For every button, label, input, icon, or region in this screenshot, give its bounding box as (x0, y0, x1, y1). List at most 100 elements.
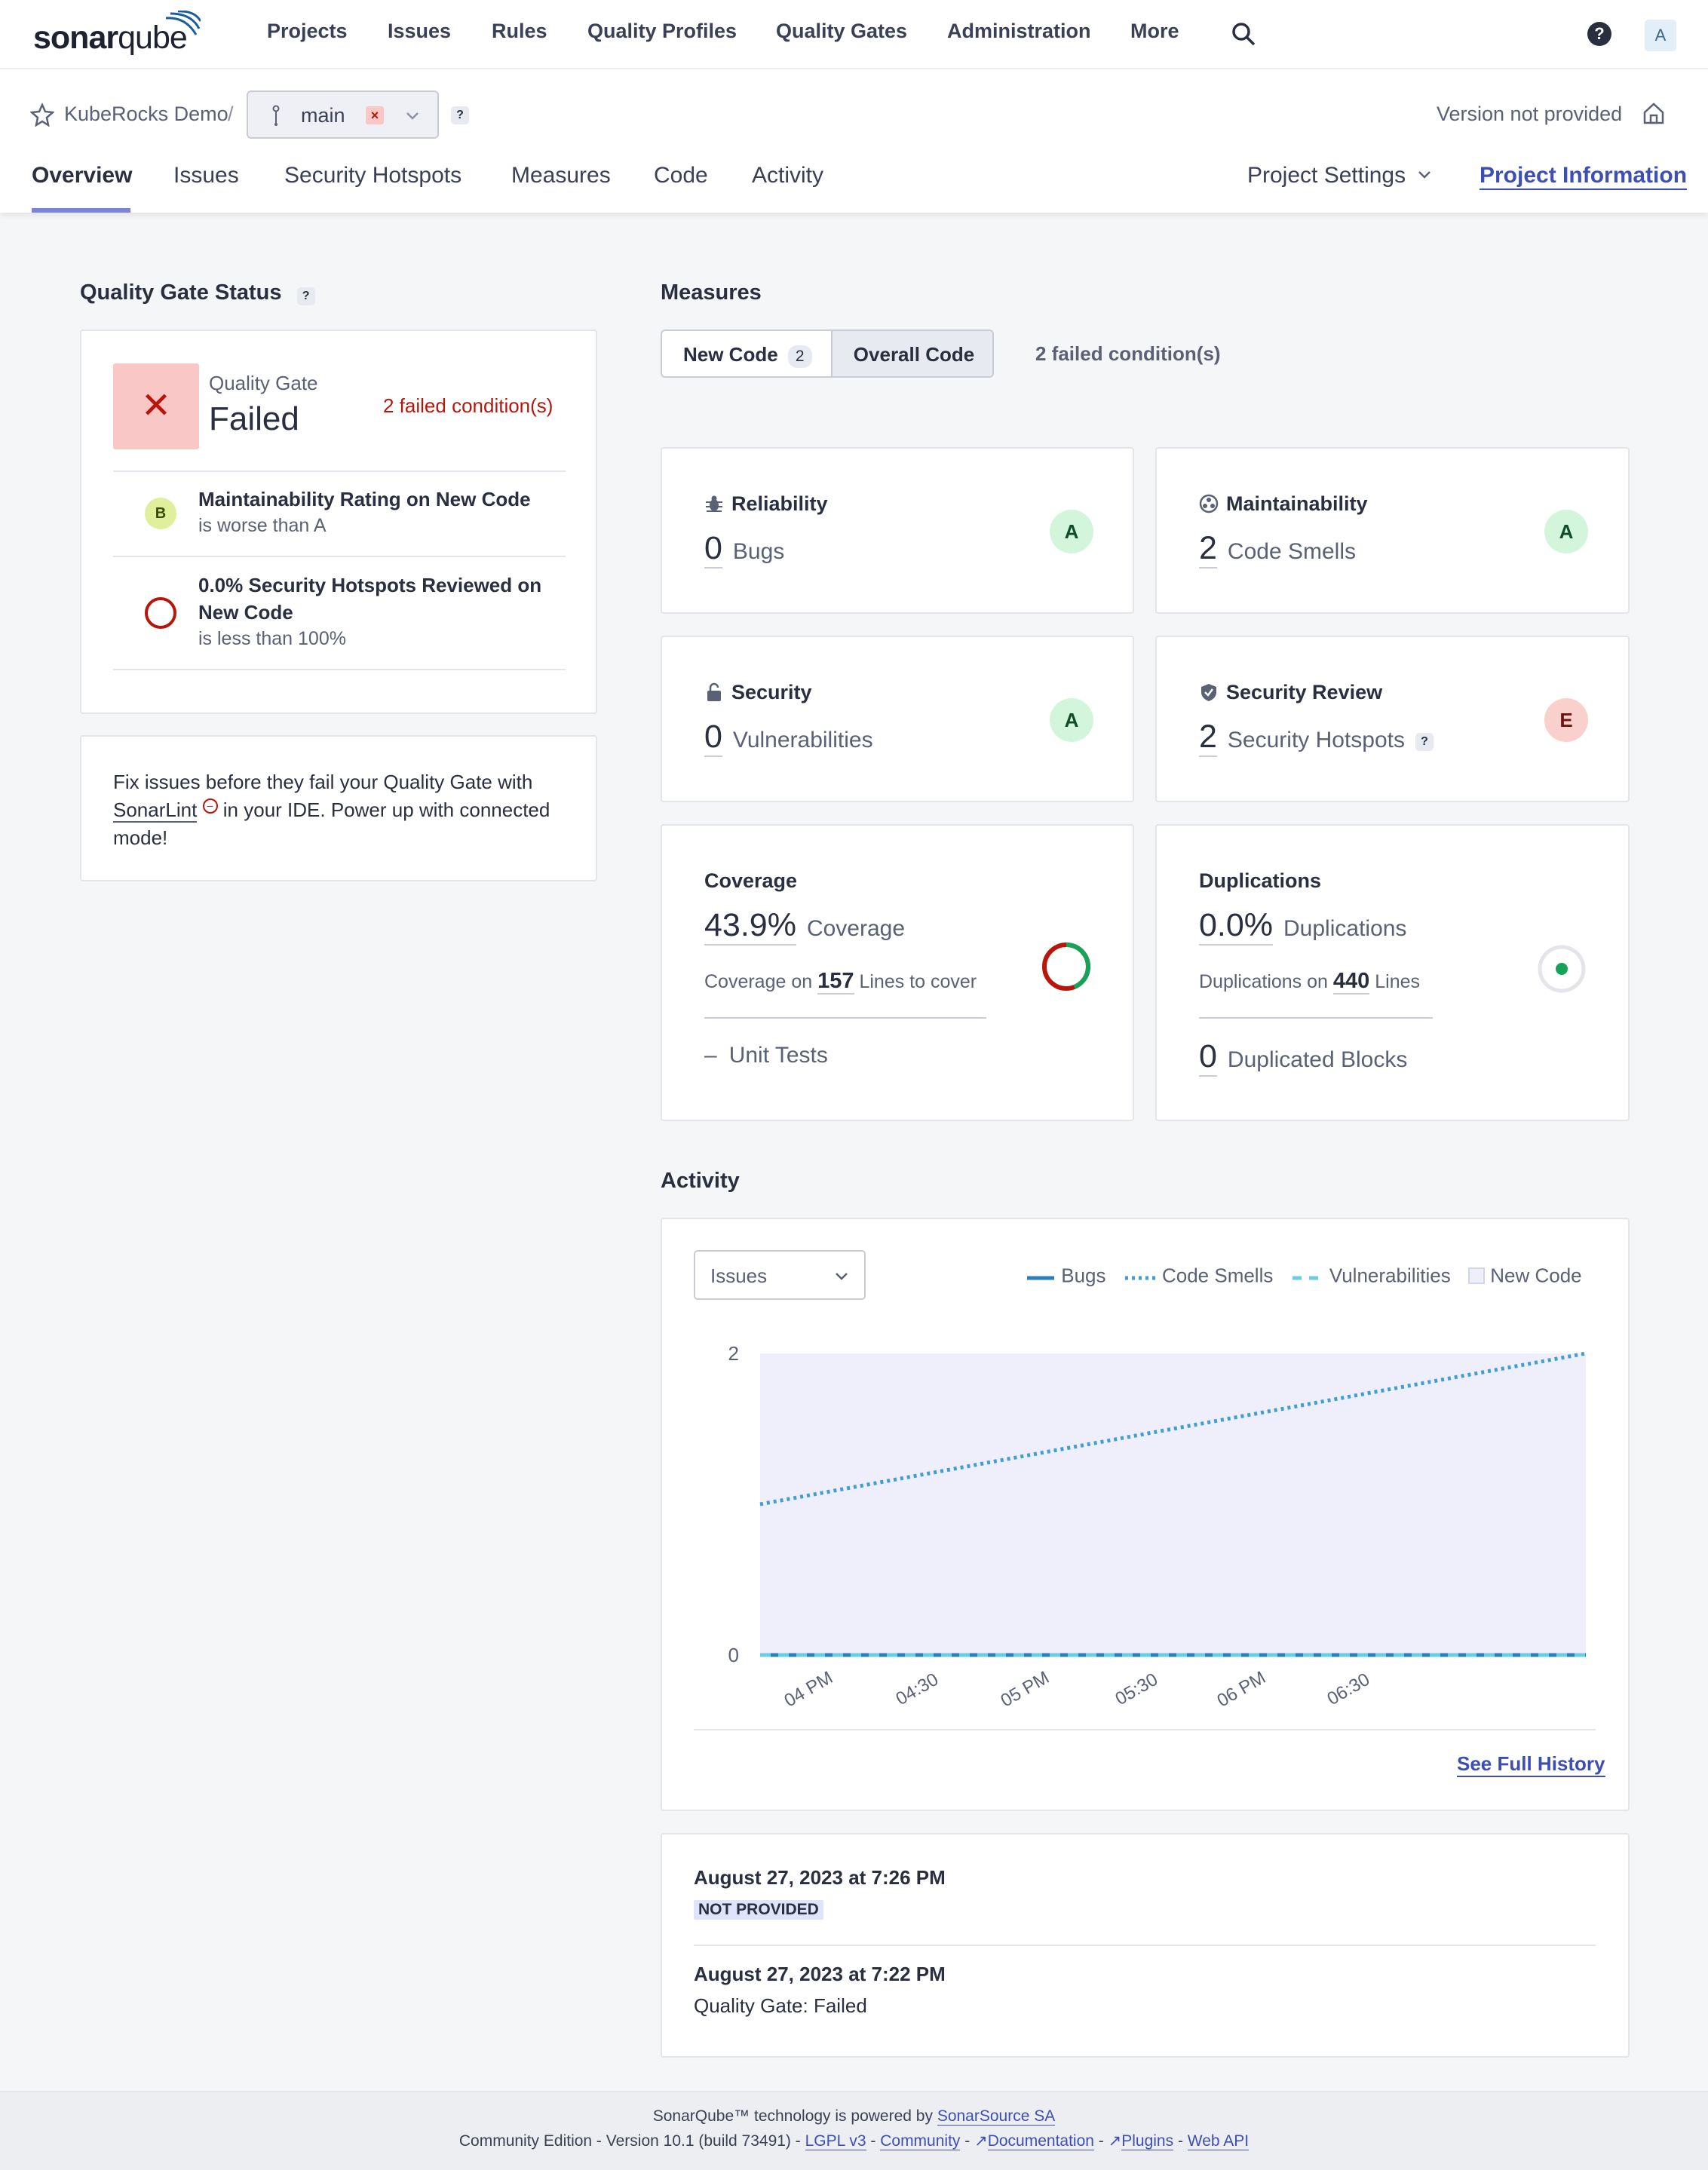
divider (694, 1729, 1596, 1730)
security-review-rating[interactable]: E (1544, 698, 1588, 742)
duplications-measure[interactable]: 0.0% Duplications (1199, 907, 1406, 946)
failed-icon: ✕ (113, 363, 199, 449)
coverage-label: Coverage (704, 869, 798, 892)
condition-rating-badge: B (145, 498, 176, 529)
measures-failed-conditions[interactable]: 2 failed condition(s) (1035, 342, 1221, 365)
event-date: August 27, 2023 at 7:22 PM (694, 1963, 946, 1985)
branch-failed-icon: × (366, 106, 384, 124)
divider (694, 1945, 1596, 1946)
vulnerabilities-measure[interactable]: 0 Vulnerabilities (704, 719, 873, 757)
duplicated-blocks-measure[interactable]: 0 Duplicated Blocks (1199, 1038, 1407, 1077)
nav-quality-profiles[interactable]: Quality Profiles (587, 20, 737, 42)
hotspots-help-icon[interactable]: ? (1415, 732, 1434, 751)
lgpl-link[interactable]: LGPL v3 (805, 2132, 866, 2150)
nav-rules[interactable]: Rules (492, 20, 547, 42)
maintainability-card: Maintainability 2 Code Smells A (1155, 447, 1630, 614)
divider (1199, 1017, 1433, 1019)
plugins-link[interactable]: Plugins (1121, 2132, 1174, 2150)
x-tick-label: 05 PM (997, 1667, 1053, 1711)
sonarlint-promo-card: Fix issues before they fail your Quality… (80, 735, 597, 881)
tab-measures[interactable]: Measures (511, 163, 611, 188)
condition-title[interactable]: 0.0% Security Hotspots Reviewed on (198, 574, 542, 596)
project-name[interactable]: KubeRocks Demo (64, 103, 228, 125)
legend-bugs: Bugs (1061, 1264, 1106, 1287)
maintainability-icon (1199, 494, 1219, 513)
duplicated-lines[interactable]: Duplications on 440 Lines (1199, 969, 1420, 995)
hotspot-condition-icon (145, 597, 176, 629)
tab-overview[interactable]: Overview (32, 163, 133, 188)
help-icon[interactable]: ? (1587, 22, 1611, 46)
footer: SonarQube™ technology is powered by Sona… (0, 2091, 1708, 2170)
unit-tests-measure[interactable]: – Unit Tests (704, 1043, 828, 1068)
activity-events-card: August 27, 2023 at 7:26 PM NOT PROVIDED … (661, 1833, 1630, 2058)
star-icon[interactable] (30, 103, 54, 127)
branch-icon (272, 105, 280, 126)
nav-administration[interactable]: Administration (947, 20, 1091, 42)
settings-chevron-icon[interactable] (1417, 170, 1432, 180)
y-tick-label: 2 (728, 1342, 739, 1365)
footer-links: Community Edition - Version 10.1 (build … (458, 2132, 1250, 2150)
sonarlint-link[interactable]: SonarLint (113, 798, 198, 823)
nav-more[interactable]: More (1130, 20, 1179, 42)
issues-chart: 2 0 04 PM 04:30 05 PM 05:30 06 PM 06:30 (728, 1342, 1587, 1712)
home-icon[interactable] (1642, 101, 1666, 125)
sonarsource-link[interactable]: SonarSource SA (937, 2107, 1056, 2126)
external-link-icon: ↗ (1108, 2132, 1122, 2150)
x-tick-label: 05:30 (1112, 1669, 1161, 1709)
branch-name: main (301, 104, 345, 127)
nav-issues[interactable]: Issues (388, 20, 452, 42)
security-rating[interactable]: A (1050, 698, 1093, 742)
legend-vulnerabilities: Vulnerabilities (1329, 1264, 1451, 1287)
overall-code-tab[interactable]: Overall Code (833, 331, 992, 376)
chevron-down-icon (406, 112, 419, 120)
reliability-rating[interactable]: A (1050, 510, 1093, 553)
nav-quality-gates[interactable]: Quality Gates (776, 20, 908, 42)
divider (113, 470, 566, 472)
security-hotspots-measure[interactable]: 2 Security Hotspots? (1199, 719, 1434, 757)
lines-to-cover[interactable]: Coverage on 157 Lines to cover (704, 969, 977, 995)
branch-help-icon[interactable]: ? (451, 106, 469, 124)
footer-powered-by: SonarQube™ technology is powered by Sona… (652, 2107, 1056, 2126)
legend-new-code-swatch (1467, 1267, 1485, 1285)
search-icon[interactable] (1231, 21, 1256, 47)
web-api-link[interactable]: Web API (1187, 2132, 1250, 2150)
project-settings-menu[interactable]: Project Settings (1247, 163, 1406, 188)
condition-detail: is less than 100% (198, 628, 346, 649)
code-smells-measure[interactable]: 2 Code Smells (1199, 530, 1356, 569)
tab-security-hotspots[interactable]: Security Hotspots (284, 163, 462, 188)
tab-issues[interactable]: Issues (173, 163, 239, 188)
activity-title: Activity (661, 1169, 740, 1193)
quality-gate-help-icon[interactable]: ? (296, 287, 315, 305)
branch-selector[interactable]: main × (247, 90, 439, 139)
tab-overview-underline (32, 208, 130, 213)
condition-title[interactable]: Maintainability Rating on New Code (198, 488, 531, 510)
divider (113, 556, 566, 557)
new-code-tab[interactable]: New Code 2 (662, 331, 833, 376)
community-link[interactable]: Community (880, 2132, 961, 2150)
x-tick-label: 04 PM (780, 1667, 836, 1711)
tab-activity[interactable]: Activity (752, 163, 824, 188)
project-information-link[interactable]: Project Information (1480, 163, 1688, 190)
divider (113, 669, 566, 670)
condition-title-continued[interactable]: New Code (198, 601, 293, 624)
coverage-card: Coverage 43.9% Coverage Coverage on 157 L… (661, 824, 1134, 1121)
maintainability-rating[interactable]: A (1544, 510, 1588, 553)
quality-gate-status: Failed (209, 400, 299, 437)
divider (704, 1017, 986, 1019)
nav-projects[interactable]: Projects (267, 20, 348, 42)
tab-code[interactable]: Code (654, 163, 708, 188)
bugs-measure[interactable]: 0 Bugs (704, 530, 784, 569)
see-full-history-link[interactable]: See Full History (1457, 1752, 1605, 1777)
graph-type-select[interactable]: Issues (694, 1250, 866, 1300)
avatar[interactable]: A (1645, 20, 1676, 51)
quality-gate-label: Quality Gate (209, 372, 318, 394)
sonarqube-logo[interactable]: sonarqube (33, 11, 201, 57)
measures-title: Measures (661, 280, 762, 305)
external-link-icon: – (202, 798, 218, 814)
coverage-measure[interactable]: 43.9% Coverage (704, 907, 905, 946)
documentation-link[interactable]: Documentation (987, 2132, 1094, 2150)
version-badge: NOT PROVIDED (694, 1900, 823, 1920)
chart-plot-area: 2 0 04 PM 04:30 05 PM 05:30 06 PM 06:30 (728, 1342, 1587, 1712)
quality-gate-title: Quality Gate Status ? (80, 280, 315, 305)
event-quality-gate: Quality Gate: Failed (694, 1994, 867, 2017)
